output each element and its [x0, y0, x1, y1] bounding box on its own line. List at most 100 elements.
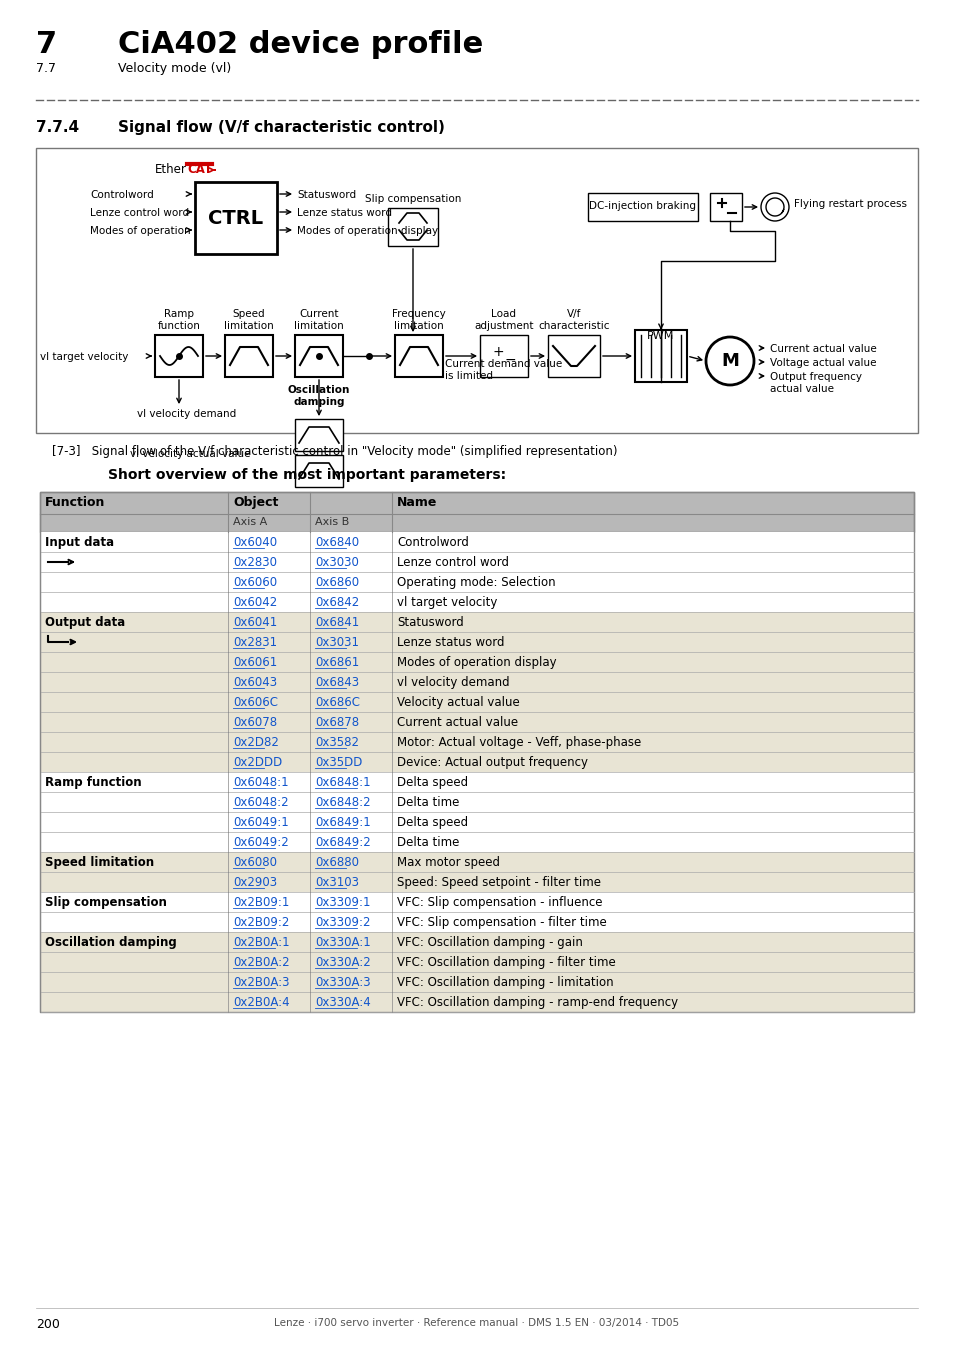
Text: 0x6848:1: 0x6848:1 — [314, 776, 370, 788]
Text: Statusword: Statusword — [296, 190, 355, 200]
FancyBboxPatch shape — [388, 208, 437, 246]
Text: 0x2B09:2: 0x2B09:2 — [233, 917, 289, 929]
FancyBboxPatch shape — [40, 872, 913, 892]
Text: 0x330A:1: 0x330A:1 — [314, 936, 371, 949]
Text: Lenze status word: Lenze status word — [296, 208, 392, 217]
Text: 0x6878: 0x6878 — [314, 716, 358, 729]
Text: 0x6860: 0x6860 — [314, 576, 358, 589]
FancyBboxPatch shape — [40, 811, 913, 832]
FancyBboxPatch shape — [40, 672, 913, 693]
Text: Controlword: Controlword — [90, 190, 153, 200]
Text: Velocity mode (vl): Velocity mode (vl) — [118, 62, 231, 76]
Text: 0x6049:2: 0x6049:2 — [233, 836, 289, 849]
Text: −: − — [503, 352, 516, 367]
FancyBboxPatch shape — [635, 329, 686, 382]
Text: vl target velocity: vl target velocity — [40, 352, 129, 362]
FancyBboxPatch shape — [40, 892, 913, 913]
Text: Slip compensation: Slip compensation — [364, 194, 460, 204]
FancyBboxPatch shape — [194, 182, 276, 254]
Text: Ramp
function: Ramp function — [157, 309, 200, 331]
FancyBboxPatch shape — [40, 593, 913, 612]
Text: 0x2903: 0x2903 — [233, 876, 276, 890]
Text: VFC: Oscillation damping - gain: VFC: Oscillation damping - gain — [396, 936, 582, 949]
Text: 0x6042: 0x6042 — [233, 595, 277, 609]
Text: Oscillation damping: Oscillation damping — [45, 936, 176, 949]
FancyBboxPatch shape — [40, 693, 913, 711]
Text: CAT: CAT — [187, 163, 212, 176]
Text: Short overview of the most important parameters:: Short overview of the most important par… — [108, 468, 506, 482]
Text: CiA402 device profile: CiA402 device profile — [118, 30, 483, 59]
Text: Current actual value: Current actual value — [396, 716, 517, 729]
FancyBboxPatch shape — [40, 652, 913, 672]
Text: 0x2DDD: 0x2DDD — [233, 756, 282, 770]
Text: 0x6048:2: 0x6048:2 — [233, 796, 289, 809]
Text: Flying restart process: Flying restart process — [793, 198, 906, 209]
FancyBboxPatch shape — [40, 972, 913, 992]
Text: Delta time: Delta time — [396, 796, 459, 809]
Text: 0x3309:2: 0x3309:2 — [314, 917, 370, 929]
Text: Operating mode: Selection: Operating mode: Selection — [396, 576, 555, 589]
Text: 0x330A:2: 0x330A:2 — [314, 956, 371, 969]
Text: Object: Object — [233, 495, 278, 509]
Text: Axis B: Axis B — [314, 517, 349, 526]
Text: Speed: Speed setpoint - filter time: Speed: Speed setpoint - filter time — [396, 876, 600, 890]
Text: 0x3030: 0x3030 — [314, 556, 358, 568]
FancyBboxPatch shape — [40, 532, 913, 552]
FancyBboxPatch shape — [40, 952, 913, 972]
Text: 0x6048:1: 0x6048:1 — [233, 776, 289, 788]
FancyBboxPatch shape — [547, 335, 599, 377]
FancyBboxPatch shape — [40, 992, 913, 1012]
Text: Input data: Input data — [45, 536, 114, 549]
Text: 0x330A:4: 0x330A:4 — [314, 996, 371, 1008]
Text: VFC: Slip compensation - influence: VFC: Slip compensation - influence — [396, 896, 602, 909]
Text: Output frequency
actual value: Output frequency actual value — [769, 373, 862, 394]
Text: DC-injection braking: DC-injection braking — [589, 201, 696, 211]
Text: 0x330A:3: 0x330A:3 — [314, 976, 370, 990]
Text: 0x6840: 0x6840 — [314, 536, 358, 549]
Text: 0x2D82: 0x2D82 — [233, 736, 278, 749]
Text: Speed
limitation: Speed limitation — [224, 309, 274, 331]
Text: Current actual value: Current actual value — [769, 344, 876, 354]
Text: 0x6849:2: 0x6849:2 — [314, 836, 371, 849]
FancyBboxPatch shape — [225, 335, 273, 377]
Text: Oscillation
damping: Oscillation damping — [288, 385, 350, 406]
Text: 0x3031: 0x3031 — [314, 636, 358, 649]
Text: Ether: Ether — [154, 163, 187, 176]
Text: vl velocity demand: vl velocity demand — [396, 676, 509, 688]
Text: VFC: Oscillation damping - ramp-end frequency: VFC: Oscillation damping - ramp-end freq… — [396, 996, 678, 1008]
FancyBboxPatch shape — [40, 772, 913, 792]
Text: 0x35DD: 0x35DD — [314, 756, 362, 770]
Text: [7-3]   Signal flow of the V/f characteristic control in "Velocity mode" (simpli: [7-3] Signal flow of the V/f characteris… — [52, 446, 617, 458]
FancyBboxPatch shape — [154, 335, 203, 377]
Text: M: M — [720, 352, 739, 370]
Text: 7: 7 — [36, 30, 57, 59]
Text: Modes of operation display: Modes of operation display — [396, 656, 556, 670]
FancyBboxPatch shape — [40, 852, 913, 872]
FancyBboxPatch shape — [40, 552, 913, 572]
Text: Device: Actual output frequency: Device: Actual output frequency — [396, 756, 587, 770]
Text: Current
limitation: Current limitation — [294, 309, 343, 331]
Text: 0x6078: 0x6078 — [233, 716, 276, 729]
FancyBboxPatch shape — [40, 752, 913, 772]
Text: Load
adjustment: Load adjustment — [474, 309, 533, 331]
Text: Lenze status word: Lenze status word — [396, 636, 504, 649]
FancyBboxPatch shape — [40, 491, 913, 532]
FancyBboxPatch shape — [709, 193, 741, 221]
Text: vl target velocity: vl target velocity — [396, 595, 497, 609]
Text: 0x686C: 0x686C — [314, 697, 359, 709]
Text: Motor: Actual voltage - Veff, phase-phase: Motor: Actual voltage - Veff, phase-phas… — [396, 736, 640, 749]
Text: Slip compensation: Slip compensation — [45, 896, 167, 909]
Text: Velocity actual value: Velocity actual value — [396, 697, 519, 709]
FancyBboxPatch shape — [294, 335, 343, 377]
Text: Delta time: Delta time — [396, 836, 459, 849]
Text: 200: 200 — [36, 1318, 60, 1331]
FancyBboxPatch shape — [40, 572, 913, 593]
Text: 0x6843: 0x6843 — [314, 676, 358, 688]
Text: 7.7.4: 7.7.4 — [36, 120, 79, 135]
Text: Frequency
limitation: Frequency limitation — [392, 309, 445, 331]
Text: 0x6040: 0x6040 — [233, 536, 276, 549]
Text: 0x6861: 0x6861 — [314, 656, 359, 670]
Text: 0x2831: 0x2831 — [233, 636, 276, 649]
Text: 0x6049:1: 0x6049:1 — [233, 815, 289, 829]
Text: CTRL: CTRL — [208, 208, 263, 228]
